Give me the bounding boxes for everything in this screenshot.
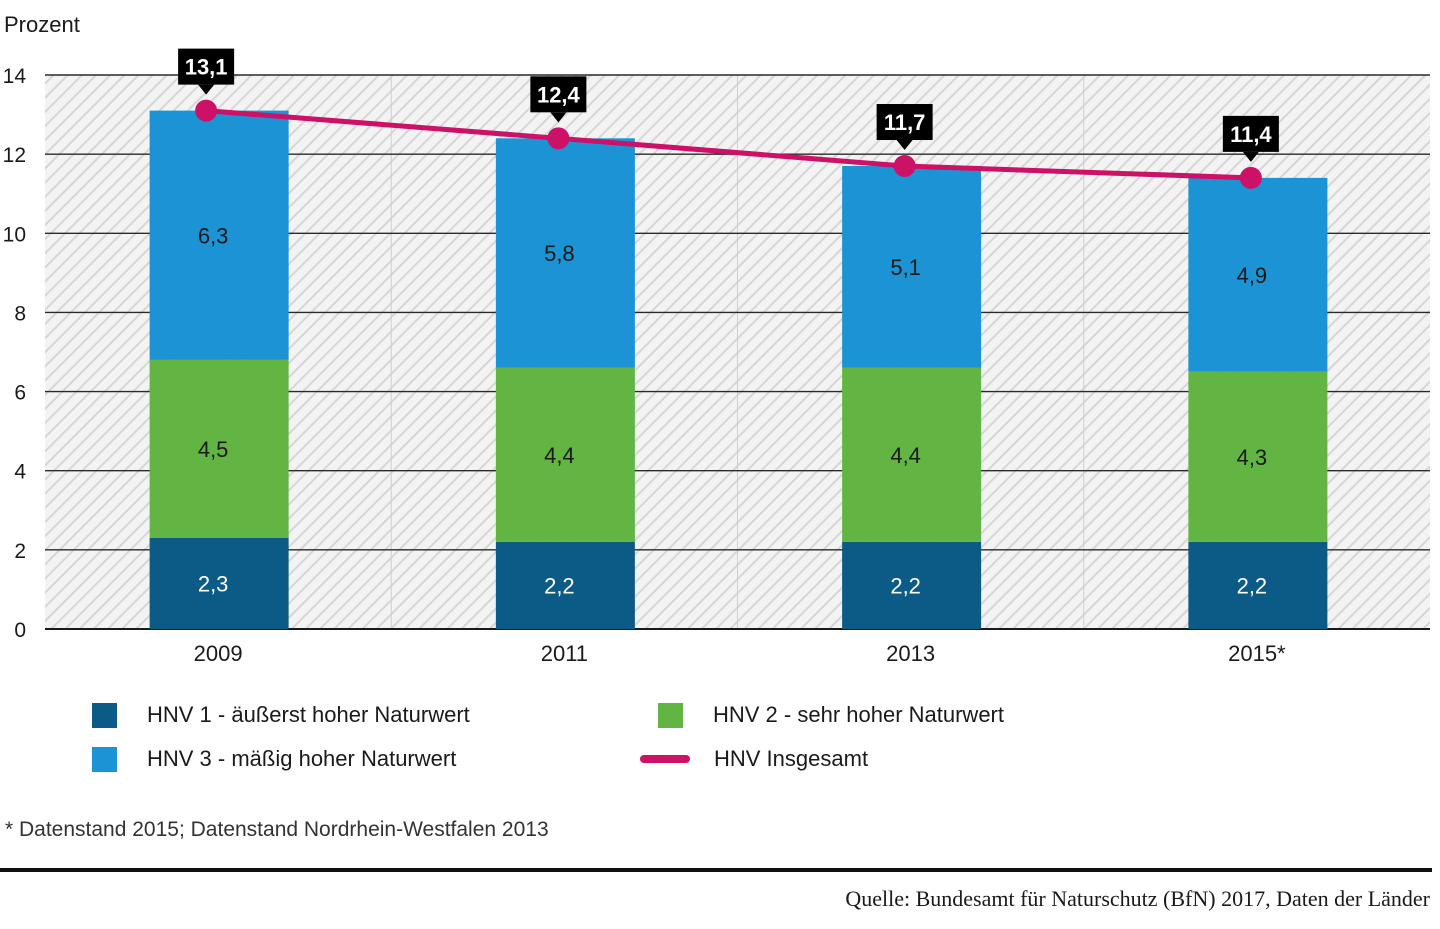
bar-segment <box>495 367 635 542</box>
y-tick-label: 0 <box>14 619 26 642</box>
callout-box <box>876 104 933 141</box>
bar-series: 2,3 4,5 6,3 2,2 4,4 5,8 2,2 4,4 5,1 2,2 4,3 4,9 <box>149 110 1328 629</box>
source-note: Quelle: Bundesamt für Naturschutz (BfN) … <box>845 886 1430 911</box>
bar-value-label: 4,4 <box>544 443 575 468</box>
x-tick-label: 2013 <box>886 641 935 666</box>
total-line-layer: 13,1 12,4 11,7 11,4 <box>178 48 1279 189</box>
legend: HNV 1 - äußerst hoher Naturwert HNV 2 - … <box>0 695 1440 785</box>
bar-value-label: 2,3 <box>198 571 229 596</box>
bar-segment <box>1188 177 1328 372</box>
bar-segment <box>495 138 635 368</box>
y-tick-label: 14 <box>3 65 27 88</box>
bar-segment <box>495 541 635 629</box>
y-tick-label: 6 <box>14 382 26 405</box>
bar-value-label: 4,9 <box>1237 263 1268 288</box>
y-tick-label: 2 <box>14 540 26 563</box>
callout-pointer <box>896 140 913 151</box>
bar-segment <box>149 359 289 538</box>
total-line-point <box>1239 166 1262 189</box>
bar-value-label: 5,8 <box>544 241 575 266</box>
callout-box <box>178 48 235 85</box>
y-axis-label: Prozent <box>4 12 80 37</box>
callout-pointer <box>550 112 567 123</box>
bar-segment <box>842 166 982 368</box>
callout-box <box>530 76 587 113</box>
callout-box <box>1222 115 1279 152</box>
total-value-label: 11,7 <box>884 110 926 135</box>
bar-value-label: 2,2 <box>890 573 921 598</box>
x-tick-label: 2015* <box>1228 641 1286 666</box>
legend-swatch-hnv2 <box>658 702 683 728</box>
legend-label-hnv3: HNV 3 - mäßig hoher Naturwert <box>147 746 457 771</box>
total-line <box>205 108 1251 181</box>
callout-pointer <box>1242 151 1259 162</box>
callout-pointer <box>198 84 215 95</box>
y-tick-label: 8 <box>14 302 26 325</box>
bar-value-label: 2,2 <box>544 573 575 598</box>
bar-value-label: 4,5 <box>198 437 229 462</box>
legend-label-total: HNV Insgesamt <box>714 746 869 771</box>
legend-label-hnv1: HNV 1 - äußerst hoher Naturwert <box>147 702 470 727</box>
total-value-label: 11,4 <box>1230 122 1272 147</box>
total-line-point <box>547 127 570 150</box>
total-line-point <box>195 99 218 122</box>
legend-label-hnv2: HNV 2 - sehr hoher Naturwert <box>713 702 1004 727</box>
bar-segment <box>1188 541 1328 629</box>
y-tick-label: 12 <box>3 144 26 167</box>
total-line-point <box>893 155 916 178</box>
legend-swatch-hnv1 <box>92 702 117 728</box>
x-tick-label: 2009 <box>194 641 243 666</box>
legend-item-hnv1: HNV 1 - äußerst hoher Naturwert <box>92 702 470 728</box>
y-tick-label: 4 <box>14 461 26 484</box>
chart: Prozent 0 2 4 6 8 10 12 14 2009 2011 2013 2015* 2,3… <box>3 12 1430 666</box>
bar-segment <box>149 537 289 629</box>
bar-value-label: 4,4 <box>890 443 921 468</box>
bar-value-label: 2,2 <box>1237 573 1268 598</box>
legend-line-total <box>640 755 690 763</box>
bar-segment <box>1188 371 1328 542</box>
y-tick-label: 10 <box>3 223 26 246</box>
legend-item-hnv3: HNV 3 - mäßig hoher Naturwert <box>92 746 456 772</box>
bar-value-label: 5,1 <box>890 255 921 280</box>
footnote: * Datenstand 2015; Datenstand Nordrhein-… <box>5 818 549 841</box>
legend-swatch-hnv3 <box>92 746 117 772</box>
divider-rule <box>0 868 1432 872</box>
bar-value-label: 6,3 <box>198 223 229 248</box>
bar-segment <box>149 110 289 360</box>
legend-item-hnv2: HNV 2 - sehr hoher Naturwert <box>658 702 1004 728</box>
legend-item-total: HNV Insgesamt <box>640 746 868 772</box>
total-value-label: 13,1 <box>185 55 228 80</box>
total-value-label: 12,4 <box>537 82 581 107</box>
bar-segment <box>842 541 982 629</box>
bar-value-label: 4,3 <box>1237 445 1268 470</box>
bar-segment <box>842 367 982 542</box>
x-tick-label: 2011 <box>541 641 588 666</box>
